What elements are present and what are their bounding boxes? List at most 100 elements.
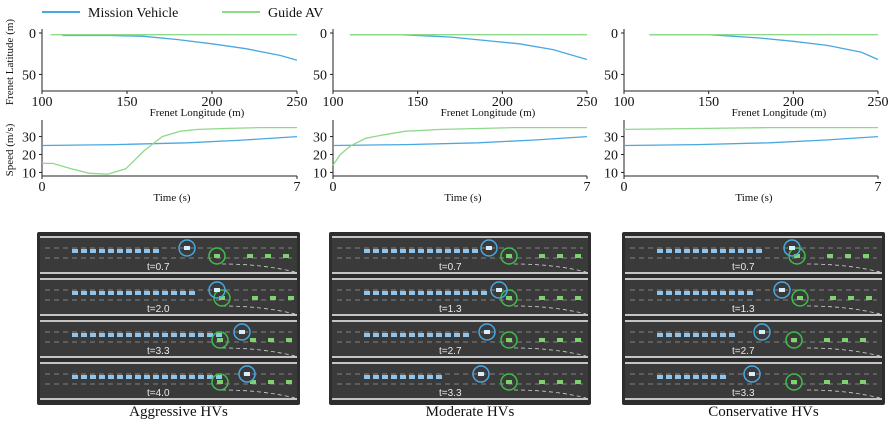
- speed-plot-4: 0 7102030Time (s): [313, 120, 591, 204]
- hv-car: [72, 291, 78, 295]
- hv-car: [171, 291, 177, 295]
- hv-car: [756, 249, 762, 253]
- snapshots-layer: t=0.7t=2.0t=3.3t=4.0Aggressive HVst=0.7t…: [37, 232, 885, 420]
- y-axis-label: Frenet Latitude (m): [4, 19, 16, 105]
- av-car: [860, 338, 866, 342]
- av-car: [283, 254, 289, 258]
- hv-car: [373, 249, 379, 253]
- hv-car: [364, 375, 370, 379]
- hv-car: [427, 291, 433, 295]
- hv-car: [436, 249, 442, 253]
- hv-car: [126, 333, 132, 337]
- hv-car: [391, 375, 397, 379]
- hv-car: [99, 291, 105, 295]
- hv-car: [153, 249, 159, 253]
- av-car: [575, 296, 581, 300]
- hv-car: [126, 375, 132, 379]
- hv-car: [729, 291, 735, 295]
- snapshot-column-2: t=0.7 t=1.3 t=2.7 t=3.3 Conservative HVs: [622, 232, 885, 420]
- x-tick-label: 250: [577, 95, 598, 110]
- x-tick-label: 0: [39, 180, 46, 195]
- hv-car: [198, 375, 204, 379]
- y-tick-label: 20: [22, 148, 36, 163]
- av-car: [842, 338, 848, 342]
- av-car: [268, 380, 274, 384]
- snapshot-time-label: t=0.7: [732, 262, 755, 273]
- hv-car: [702, 291, 708, 295]
- mission-vehicle-car: [184, 246, 190, 250]
- snapshot-column-0: t=0.7 t=2.0 t=3.3 t=4.0 Aggressive HVs: [37, 232, 300, 420]
- hv-car: [675, 333, 681, 337]
- x-axis-label: Frenet Longitude (m): [732, 107, 827, 119]
- hv-car: [90, 333, 96, 337]
- hv-car: [666, 291, 672, 295]
- series-line-mission-vehicle: [624, 137, 878, 146]
- hv-car: [198, 333, 204, 337]
- hv-car: [400, 375, 406, 379]
- hv-car: [720, 291, 726, 295]
- hv-car: [144, 375, 150, 379]
- x-tick-label: 7: [584, 180, 591, 195]
- av-car: [539, 254, 545, 258]
- hv-car: [144, 291, 150, 295]
- snapshot-time-label: t=0.7: [439, 262, 462, 273]
- snapshot-time-label: t=2.7: [732, 346, 755, 357]
- frenet-plot-0: 100 150 200 250 0 50 Frenet Longitude (m) Frene…: [4, 19, 308, 119]
- hv-car: [72, 375, 78, 379]
- hv-car: [162, 375, 168, 379]
- hv-car: [657, 375, 663, 379]
- series-line-guide-av: [624, 128, 878, 130]
- scenario-caption: Conservative HVs: [708, 404, 819, 420]
- y-tick-label: 10: [22, 166, 36, 181]
- snapshot-time-label: t=0.7: [147, 262, 170, 273]
- y-tick-label: 20: [313, 148, 327, 163]
- x-tick-label: 250: [868, 95, 889, 110]
- av-car: [270, 296, 276, 300]
- snapshot-row: t=2.7: [625, 320, 882, 358]
- x-tick-label: 250: [287, 95, 308, 110]
- hv-car: [373, 333, 379, 337]
- av-car: [557, 296, 563, 300]
- hv-car: [409, 291, 415, 295]
- hv-car: [418, 249, 424, 253]
- av-car: [557, 254, 563, 258]
- hv-car: [189, 291, 195, 295]
- x-axis-label: Time (s): [735, 192, 773, 204]
- hv-car: [657, 291, 663, 295]
- hv-car: [391, 333, 397, 337]
- hv-car: [409, 249, 415, 253]
- hv-car: [126, 291, 132, 295]
- series-line-mission-vehicle: [350, 35, 587, 60]
- hv-car: [711, 249, 717, 253]
- hv-car: [373, 291, 379, 295]
- hv-car: [135, 291, 141, 295]
- hv-car: [463, 291, 469, 295]
- av-car: [288, 296, 294, 300]
- snapshot-time-label: t=3.3: [147, 346, 170, 357]
- av-car: [824, 338, 830, 342]
- av-car: [575, 338, 581, 342]
- av-car: [286, 338, 292, 342]
- hv-car: [454, 333, 460, 337]
- y-tick-label: 0: [29, 27, 36, 42]
- hv-car: [117, 375, 123, 379]
- hv-car: [738, 291, 744, 295]
- hv-car: [81, 249, 87, 253]
- hv-car: [400, 249, 406, 253]
- guide-av-car: [217, 380, 223, 384]
- mission-vehicle-car: [779, 288, 785, 292]
- av-car: [830, 296, 836, 300]
- hv-car: [382, 375, 388, 379]
- hv-car: [666, 249, 672, 253]
- x-tick-label: 150: [407, 95, 428, 110]
- hv-car: [382, 291, 388, 295]
- y-tick-label: 0: [320, 27, 327, 42]
- x-axis-label: Time (s): [444, 192, 482, 204]
- av-car: [575, 254, 581, 258]
- hv-car: [409, 333, 415, 337]
- guide-av-car: [506, 296, 512, 300]
- hv-car: [382, 249, 388, 253]
- hv-car: [720, 333, 726, 337]
- hv-car: [162, 291, 168, 295]
- scenario-caption: Moderate HVs: [426, 404, 515, 420]
